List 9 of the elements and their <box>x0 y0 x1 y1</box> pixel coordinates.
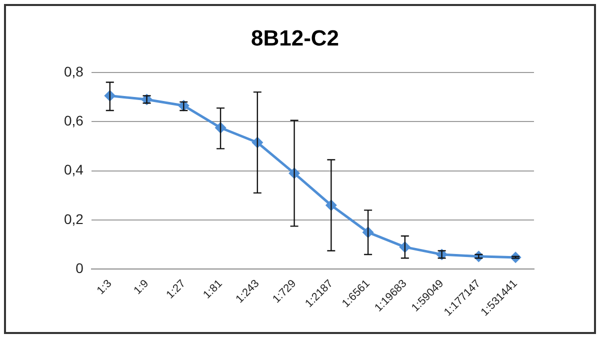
y-tick-label: 0,2 <box>64 210 84 227</box>
y-tick-label: 0 <box>76 260 84 276</box>
y-tick-label: 0,8 <box>64 63 84 80</box>
x-tick-label: 1:81 <box>201 278 225 302</box>
chart-title: 8B12-C2 <box>250 25 340 50</box>
x-tick-label: 1:9 <box>132 278 152 297</box>
y-tick-label: 0,6 <box>64 112 84 128</box>
x-tick-label: 1:3 <box>94 278 114 297</box>
y-tick-label: 0,4 <box>64 162 84 178</box>
